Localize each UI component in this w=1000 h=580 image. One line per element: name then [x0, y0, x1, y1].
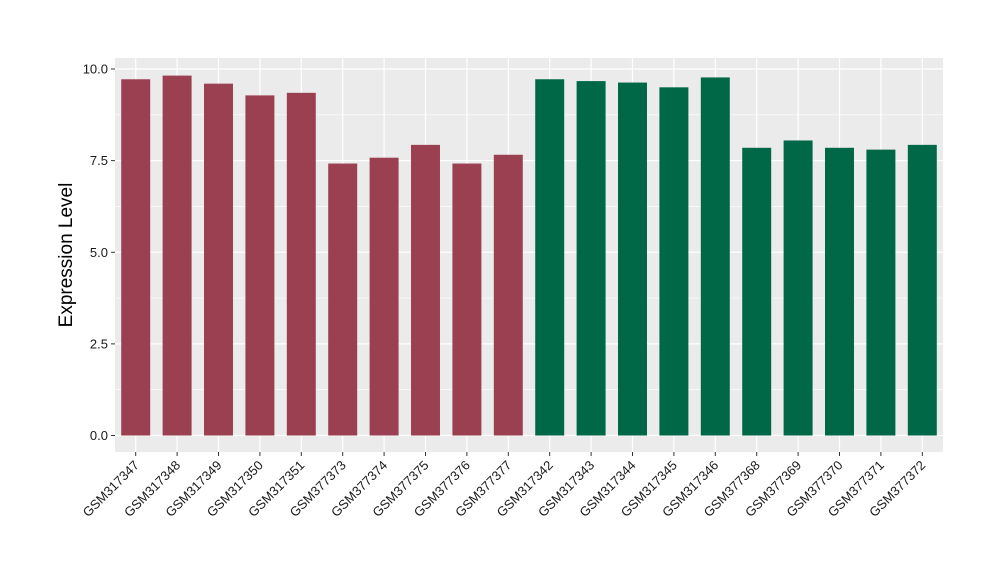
- bar-gsm377372: [907, 144, 937, 436]
- bar-gsm377370: [825, 147, 854, 436]
- y-tick-label: 2.5: [90, 336, 108, 351]
- bar-gsm377369: [783, 140, 813, 436]
- bar-gsm377373: [328, 163, 358, 436]
- bar-gsm317350: [245, 95, 275, 436]
- y-tick-label: 0.0: [90, 428, 108, 443]
- y-tick-label: 7.5: [90, 153, 108, 168]
- y-axis: 0.0 2.5 5.0 7.5 10.0: [83, 61, 115, 443]
- bar-gsm317343: [576, 81, 606, 436]
- bars: [121, 75, 937, 436]
- y-tick-label: 5.0: [90, 245, 108, 260]
- bar-gsm317347: [121, 79, 151, 436]
- bar-gsm377375: [411, 144, 440, 436]
- x-axis: GSM317347GSM317348GSM317349GSM317350GSM3…: [80, 452, 928, 520]
- bar-gsm377377: [493, 154, 523, 436]
- bar-gsm377368: [742, 147, 772, 436]
- bar-gsm317346: [700, 77, 730, 436]
- bar-gsm377376: [452, 163, 482, 436]
- bar-gsm377374: [369, 157, 399, 436]
- bar-gsm317348: [162, 75, 192, 436]
- bar-gsm317351: [286, 92, 316, 436]
- bar-gsm317344: [618, 82, 647, 436]
- y-tick-label: 10.0: [83, 61, 108, 76]
- bar-gsm317349: [204, 83, 233, 436]
- plot-panel: [115, 58, 943, 452]
- bar-gsm317342: [535, 79, 565, 436]
- bar-gsm317345: [659, 87, 689, 436]
- bar-gsm377371: [866, 149, 896, 436]
- y-axis-title: Expression Level: [56, 183, 77, 328]
